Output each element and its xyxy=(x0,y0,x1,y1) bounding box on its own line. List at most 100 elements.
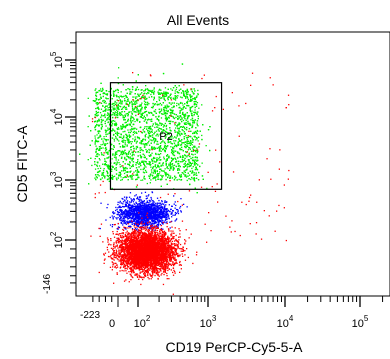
event-dot xyxy=(161,201,163,203)
event-dot xyxy=(147,195,149,197)
event-dot xyxy=(125,203,127,205)
event-dot xyxy=(174,129,176,132)
event-dot xyxy=(132,145,134,147)
event-dot xyxy=(120,153,122,156)
event-dot xyxy=(98,90,100,92)
event-dot xyxy=(180,198,182,200)
event-dot xyxy=(173,179,176,181)
event-dot xyxy=(173,203,175,205)
event-dot xyxy=(158,93,160,95)
event-dot xyxy=(144,178,146,180)
event-dot xyxy=(140,207,142,209)
event-dot xyxy=(105,139,108,141)
event-dot xyxy=(128,222,130,224)
event-dot xyxy=(151,191,153,193)
event-dot xyxy=(113,162,115,164)
event-dot xyxy=(143,202,146,205)
event-dot xyxy=(104,148,106,150)
event-dot xyxy=(167,214,169,217)
event-dot xyxy=(162,170,164,172)
event-dot xyxy=(160,124,162,126)
event-dot xyxy=(124,115,126,118)
event-dot xyxy=(195,166,197,168)
event-dot xyxy=(125,113,127,115)
event-dot xyxy=(167,98,169,101)
event-dot xyxy=(135,111,137,113)
event-dot xyxy=(121,108,124,110)
event-dot xyxy=(187,93,189,95)
event-dot xyxy=(124,115,127,117)
event-dot xyxy=(175,161,177,163)
event-dot xyxy=(186,102,188,104)
event-dot xyxy=(153,221,156,223)
event-dot xyxy=(190,135,192,138)
event-dot xyxy=(122,124,124,126)
event-dot xyxy=(158,153,160,156)
event-dot xyxy=(119,111,121,114)
event-dot xyxy=(172,97,175,99)
event-dot xyxy=(107,164,109,166)
event-dot xyxy=(119,166,121,168)
event-dot xyxy=(194,156,196,159)
event-dot xyxy=(128,201,131,203)
event-dot xyxy=(108,156,110,158)
event-dot xyxy=(131,209,134,211)
event-dot xyxy=(172,117,175,119)
event-dot xyxy=(160,128,162,130)
event-dot xyxy=(157,175,159,177)
event-dot xyxy=(103,175,105,177)
event-dot xyxy=(174,85,176,87)
event-dot xyxy=(190,178,192,181)
event-dot xyxy=(160,122,162,125)
event-dot xyxy=(138,113,140,115)
event-dot xyxy=(196,132,198,135)
event-dot xyxy=(195,137,198,139)
event-dot xyxy=(126,135,129,137)
event-dot xyxy=(195,168,197,170)
event-dot xyxy=(142,204,144,206)
event-dot xyxy=(146,201,148,203)
event-dot xyxy=(168,117,170,119)
event-dot xyxy=(171,150,174,152)
event-dot xyxy=(158,150,161,152)
event-dot xyxy=(151,219,153,221)
event-dot xyxy=(126,167,128,170)
event-dot xyxy=(153,91,156,93)
event-dot xyxy=(160,104,163,106)
event-dot xyxy=(124,176,126,178)
event-dot xyxy=(143,177,145,179)
event-dot xyxy=(190,162,192,165)
event-dot xyxy=(117,207,119,209)
event-dot xyxy=(183,136,185,138)
event-dot xyxy=(153,225,155,227)
event-dot xyxy=(150,155,152,157)
event-dot xyxy=(102,87,104,89)
event-dot xyxy=(102,119,104,121)
event-dot xyxy=(159,224,162,226)
event-dot xyxy=(146,207,148,209)
event-dot xyxy=(161,123,163,125)
event-dot xyxy=(159,110,161,113)
event-dot xyxy=(169,108,171,110)
event-dot xyxy=(102,163,104,165)
event-dot xyxy=(122,131,124,133)
event-dot xyxy=(185,119,187,121)
event-dot xyxy=(188,152,190,154)
event-dot xyxy=(175,95,177,97)
event-dot xyxy=(164,149,166,152)
event-dot xyxy=(108,132,110,134)
event-dot xyxy=(167,167,169,170)
event-dot xyxy=(113,156,116,158)
event-dot xyxy=(187,136,189,138)
event-dot xyxy=(88,183,90,185)
event-dot xyxy=(192,105,194,108)
event-dot xyxy=(163,209,165,211)
event-dot xyxy=(149,164,151,166)
event-dot xyxy=(144,210,146,212)
event-dot xyxy=(152,178,154,180)
event-dot xyxy=(157,92,159,94)
event-dot xyxy=(122,141,124,143)
event-dot xyxy=(170,113,172,115)
event-dot xyxy=(96,161,99,163)
event-dot xyxy=(159,208,161,210)
